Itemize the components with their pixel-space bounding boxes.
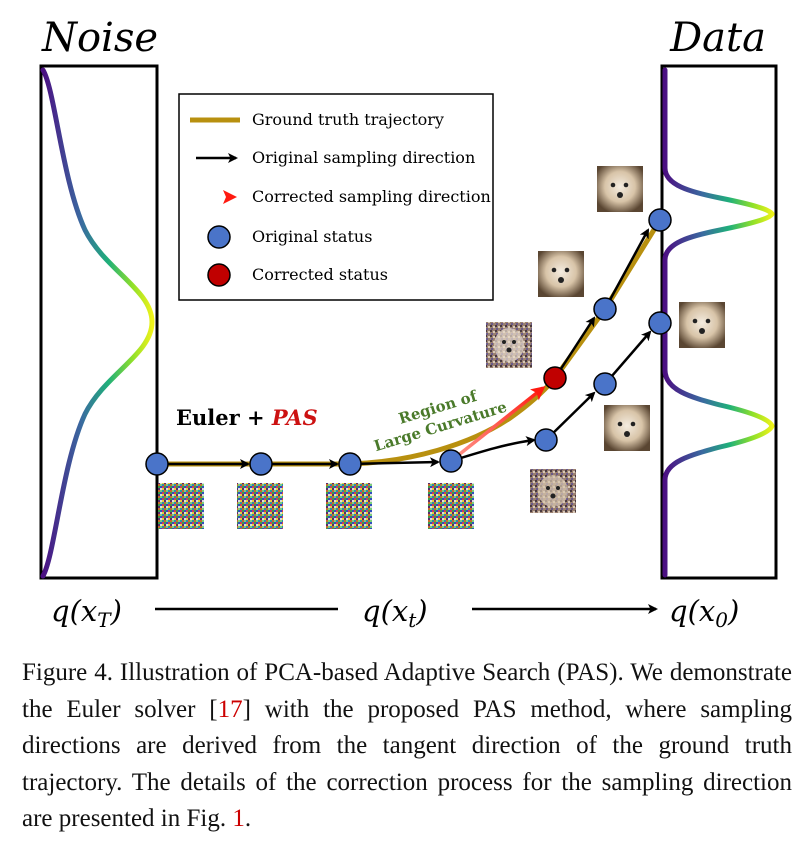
method-prefix: Euler + — [176, 405, 272, 430]
status-dot — [648, 208, 672, 232]
status-dot — [145, 452, 169, 476]
dog-thumbnail — [604, 405, 650, 451]
corrected-status-dot — [543, 366, 567, 390]
noise-distribution-curve — [40, 67, 155, 579]
axis-label-start: q(xT) — [51, 594, 122, 632]
noise-thumbnail — [237, 483, 283, 529]
region-label: Region of Large Curvature — [372, 386, 509, 455]
data-title: Data — [669, 15, 766, 61]
method-name: PAS — [271, 405, 318, 430]
dog-thumbnail-noisy — [486, 322, 532, 368]
status-dot — [593, 297, 617, 321]
legend-red-dot-swatch — [207, 263, 231, 287]
sample-thumbnails — [486, 166, 725, 513]
caption-text-2: ] with the proposed PAS method, where sa… — [22, 695, 792, 833]
corrected-sampling-arrow — [449, 386, 546, 463]
legend-label-original-status: Original status — [252, 227, 372, 246]
caption-text-3: . — [244, 805, 252, 832]
status-dot — [439, 449, 463, 473]
figure-caption: Figure 4. Illustration of PCA-based Adap… — [22, 655, 792, 838]
status-dot — [593, 372, 617, 396]
dog-thumbnail — [679, 302, 725, 348]
noise-title: Noise — [41, 15, 158, 61]
legend-label-corrected-status: Corrected status — [252, 265, 388, 284]
caption-ref-fig-1[interactable]: 1 — [232, 805, 245, 832]
legend-blue-dot-swatch — [207, 225, 231, 249]
noise-thumbnail — [428, 483, 474, 529]
caption-ref-17[interactable]: 17 — [217, 695, 243, 723]
caption-text-1: Figure 4. Illustration of PCA-based Adap… — [22, 659, 792, 723]
status-dot — [249, 452, 273, 476]
noise-thumbnail — [326, 483, 372, 529]
dog-thumbnail — [538, 251, 584, 297]
legend-label-corrected-direction: Corrected sampling direction — [252, 187, 491, 206]
noise-thumbnail — [158, 483, 204, 529]
legend-label-ground-truth: Ground truth trajectory — [252, 110, 444, 129]
method-label: Euler + PAS — [176, 405, 318, 430]
time-axis: q(xT) q(xt) q(x0) — [51, 594, 739, 632]
dog-thumbnail-noisy — [530, 469, 576, 513]
legend-label-original-direction: Original sampling direction — [252, 148, 475, 167]
axis-label-end: q(x0) — [669, 594, 739, 632]
axis-label-mid: q(xt) — [362, 594, 428, 632]
legend: Ground truth trajectory Original samplin… — [178, 93, 494, 301]
status-dot — [534, 428, 558, 452]
noise-thumbnails — [158, 483, 474, 529]
dog-thumbnail — [597, 166, 643, 212]
original-status-dots — [145, 208, 672, 476]
status-dot — [648, 311, 672, 335]
status-dot — [338, 452, 362, 476]
